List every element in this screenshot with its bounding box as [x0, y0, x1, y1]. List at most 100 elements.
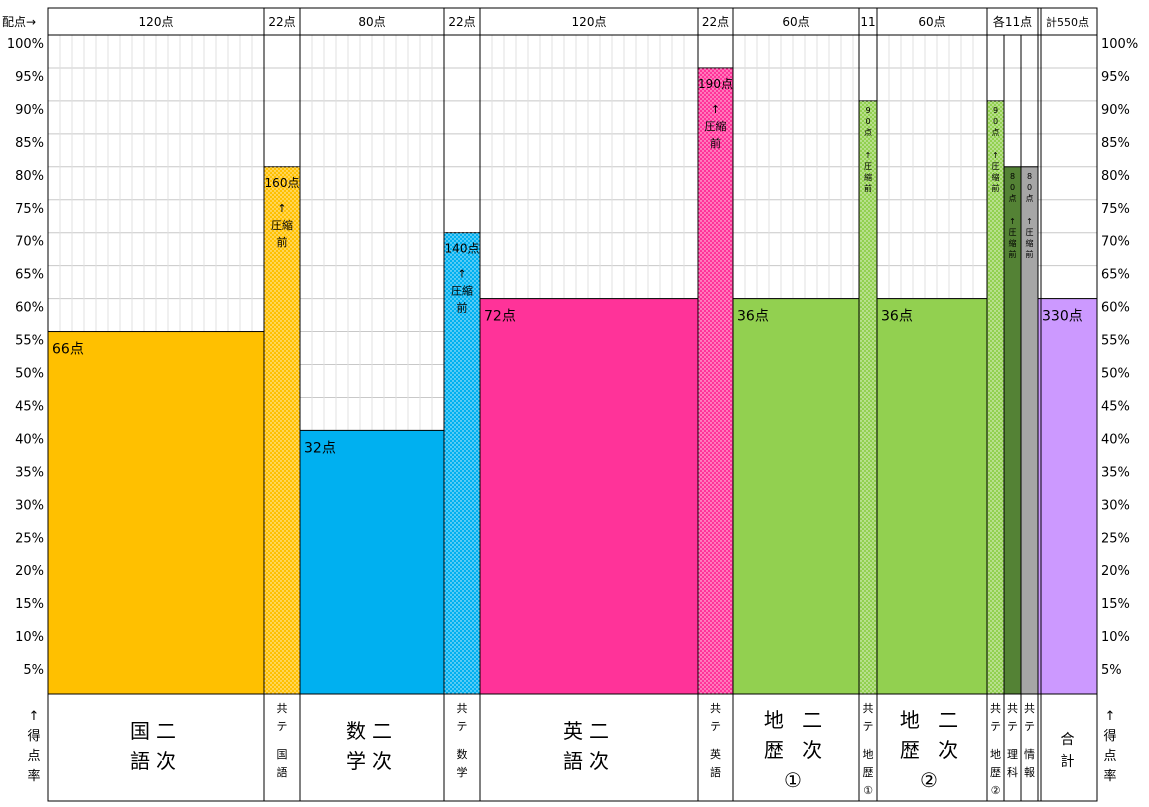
- ytick-right: 5%: [1101, 663, 1122, 678]
- bar-note-kyotsu-kokugo: ↑: [277, 202, 286, 215]
- subject-label-gokei: 合: [1061, 732, 1075, 748]
- bar-kokugo-niji: [47, 331, 265, 695]
- ytick-right: 45%: [1101, 399, 1130, 414]
- ytick-right: 30%: [1101, 498, 1130, 513]
- bar-label-eigo-niji: 72点: [484, 309, 516, 325]
- bar-label-kokugo-niji: 66点: [52, 342, 84, 358]
- ytick-left: 50%: [15, 367, 44, 382]
- allocation-eigo-niji: 120点: [572, 15, 607, 29]
- bar-note-kyotsu-chireki1: 縮: [864, 172, 872, 182]
- bar-note-kyotsu-kokugo: 前: [277, 235, 288, 249]
- y-axis-label-left: 点: [27, 749, 40, 764]
- subject-label-sugaku-niji: 学次: [346, 749, 398, 773]
- bar-note-kyotsu-rika: ↑: [1009, 217, 1016, 226]
- ytick-right: 85%: [1101, 136, 1130, 151]
- chart-frame: [47, 7, 1098, 802]
- subject-label-kyotsu-rika: 理: [1007, 748, 1018, 761]
- bar-pattern-kyotsu-kokugo: [264, 166, 300, 695]
- ytick-left: 80%: [15, 169, 44, 184]
- y-axis-label-right: 率: [1103, 768, 1116, 784]
- bar-label-kyotsu-chireki1: 0: [865, 117, 870, 126]
- subject-label-kyotsu-kokugo: 語: [277, 765, 288, 779]
- subject-label-kyotsu-sugaku: 共: [457, 702, 468, 715]
- subject-label-kokugo-niji: 語次: [130, 749, 182, 773]
- bar-note-kyotsu-joho: 縮: [1026, 238, 1034, 248]
- allocation-kyotsu-kokugo: 22点: [268, 15, 295, 29]
- ytick-left: 90%: [15, 103, 44, 118]
- bar-label-sugaku-niji: 32点: [304, 440, 336, 456]
- bar-label-kyotsu-eigo: 190点: [698, 77, 733, 91]
- ytick-left: 95%: [15, 70, 44, 85]
- subject-label-kyotsu-chireki1: ①: [863, 784, 873, 797]
- subject-label-kyotsu-chireki2: 地: [990, 748, 1001, 761]
- ytick-left: 25%: [15, 531, 44, 546]
- ytick-right: 55%: [1101, 334, 1130, 349]
- bar-note-kyotsu-chireki2: 前: [992, 183, 1000, 193]
- subject-label-chireki2-niji: 地 二: [900, 708, 964, 732]
- ytick-left: 15%: [15, 597, 44, 612]
- y-axis-label-right: 得: [1103, 728, 1116, 744]
- bar-note-kyotsu-chireki2: 圧: [992, 162, 1000, 171]
- ytick-left: 65%: [15, 268, 44, 283]
- bar-label-kyotsu-chireki2: 9: [993, 106, 998, 115]
- bar-label-kyotsu-rika: 点: [1009, 194, 1017, 203]
- subject-label-chireki1-niji: 地 二: [764, 708, 828, 732]
- subject-label-kyotsu-chireki2: 歴: [990, 766, 1001, 779]
- subject-label-eigo-niji: 英二: [563, 719, 615, 743]
- y-axis-label-left: ↑: [29, 709, 40, 724]
- bar-note-kyotsu-sugaku: 前: [457, 301, 468, 315]
- bar-label-chireki2-niji: 36点: [881, 309, 913, 325]
- y-axis-label-right: 点: [1103, 749, 1116, 764]
- subject-label-kokugo-niji: 国二: [130, 719, 182, 743]
- allocation-sugaku-niji: 80点: [358, 15, 385, 29]
- bar-gokei: [1037, 298, 1098, 695]
- allocation-kyotsu-eigo: 22点: [702, 15, 729, 29]
- ytick-left: 55%: [15, 334, 44, 349]
- ytick-left: 40%: [15, 432, 44, 447]
- allocation-chireki1-niji: 60点: [782, 15, 809, 29]
- bar-note-kyotsu-chireki1: 圧: [864, 162, 872, 171]
- bar-note-kyotsu-sugaku: ↑: [457, 268, 466, 281]
- bar-note-kyotsu-joho: ↑: [1026, 217, 1033, 226]
- bar-label-kyotsu-chireki1: 点: [864, 128, 872, 137]
- subject-label-chireki1-niji: ①: [784, 768, 808, 792]
- ytick-left: 5%: [23, 663, 44, 678]
- bar-note-kyotsu-rika: 前: [1009, 249, 1017, 259]
- bar-note-kyotsu-chireki2: 縮: [992, 172, 1000, 182]
- subject-label-chireki2-niji: ②: [920, 768, 944, 792]
- ytick-right: 60%: [1101, 301, 1130, 316]
- bar-note-kyotsu-chireki1: ↑: [865, 151, 872, 160]
- bar-pattern-kyotsu-sugaku: [444, 232, 480, 694]
- ytick-right: 25%: [1101, 531, 1130, 546]
- subject-label-eigo-niji: 語次: [563, 749, 615, 773]
- bar-pattern-kyotsu-chireki1: [859, 100, 877, 694]
- ytick-right: 75%: [1101, 202, 1130, 217]
- bar-note-kyotsu-eigo: 前: [710, 136, 721, 150]
- ytick-right: 35%: [1101, 465, 1130, 480]
- bar-label-kyotsu-chireki1: 9: [865, 106, 870, 115]
- bar-pattern-kyotsu-chireki2: [987, 100, 1004, 694]
- subject-label-kyotsu-rika: 科: [1007, 765, 1018, 779]
- bar-label-kyotsu-rika: 8: [1010, 172, 1015, 181]
- allocation-header-label: 配点→: [2, 15, 36, 29]
- ytick-left: 35%: [15, 465, 44, 480]
- bar-note-kyotsu-eigo: ↑: [711, 103, 720, 116]
- subject-label-kyotsu-eigo: 語: [710, 765, 721, 779]
- subject-label-kyotsu-eigo: テ: [710, 720, 721, 733]
- subject-label-kyotsu-chireki1: 共: [863, 702, 874, 715]
- bar-label-kyotsu-rika: 0: [1010, 183, 1015, 192]
- bar-note-kyotsu-rika: 圧: [1009, 228, 1017, 237]
- subject-label-kyotsu-chireki2: 共: [990, 702, 1001, 715]
- allocation-gokei: 計550点: [1046, 15, 1089, 29]
- bar-label-kyotsu-kokugo: 160点: [265, 176, 300, 190]
- ytick-left: 30%: [15, 498, 44, 513]
- subject-label-kyotsu-kokugo: テ: [277, 720, 288, 733]
- y-axis-label-left: 率: [27, 768, 40, 784]
- subject-label-kyotsu-eigo: 英: [710, 747, 721, 761]
- bar-label-kyotsu-sugaku: 140点: [445, 242, 480, 256]
- allocation-kokugo-niji: 120点: [139, 15, 174, 29]
- subject-label-kyotsu-sugaku: 学: [457, 765, 468, 779]
- bar-label-kyotsu-chireki2: 点: [992, 128, 1000, 137]
- ytick-right: 40%: [1101, 432, 1130, 447]
